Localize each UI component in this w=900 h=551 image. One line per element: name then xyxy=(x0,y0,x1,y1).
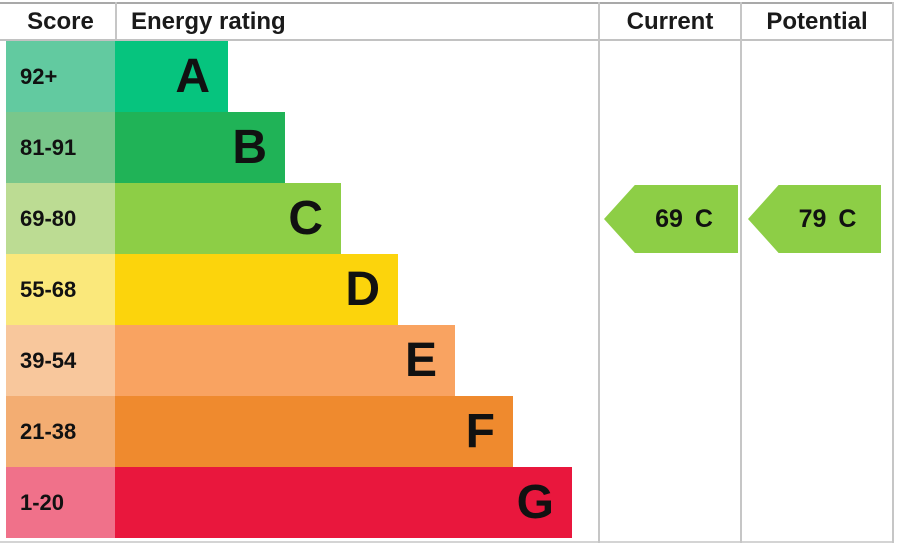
band-e-bar: E xyxy=(115,325,455,396)
right-border xyxy=(892,2,894,543)
band-b-bar: B xyxy=(115,112,285,183)
potential-rating-value: 79 xyxy=(798,204,827,233)
band-g-row: 1-20 G xyxy=(6,467,572,538)
band-f-row: 21-38 F xyxy=(6,396,572,467)
band-c-bar: C xyxy=(115,183,341,254)
band-a-row: 92+ A xyxy=(6,41,572,112)
band-f-bar: F xyxy=(115,396,513,467)
top-border xyxy=(0,2,894,4)
current-rating-band: C xyxy=(694,204,713,233)
band-e-score: 39-54 xyxy=(6,325,115,396)
score-header: Score xyxy=(27,8,94,35)
band-a-letter: A xyxy=(175,49,210,103)
band-c-score: 69-80 xyxy=(6,183,115,254)
band-e-letter: E xyxy=(404,333,437,387)
band-c-letter: C xyxy=(288,191,323,245)
band-rows: 92+ A 81-91 B 69-80 C 55-68 D 39-54 xyxy=(6,41,572,538)
current-header: Current xyxy=(626,8,714,35)
current-rating-value: 69 xyxy=(655,204,683,233)
band-d-score: 55-68 xyxy=(6,254,115,325)
score-column-divider xyxy=(115,2,117,39)
band-g-letter: G xyxy=(516,475,554,529)
band-a-score: 92+ xyxy=(6,41,115,112)
current-column-divider xyxy=(598,2,600,543)
band-e-row: 39-54 E xyxy=(6,325,572,396)
band-b-score: 81-91 xyxy=(6,112,115,183)
potential-column-divider xyxy=(740,2,742,543)
potential-rating-arrow: 79 C xyxy=(748,185,881,253)
header-divider xyxy=(0,39,894,41)
band-a-bar: A xyxy=(115,41,228,112)
bottom-border xyxy=(0,541,894,543)
potential-header: Potential xyxy=(766,8,868,35)
band-d-bar: D xyxy=(115,254,398,325)
current-rating-arrow: 69 C xyxy=(604,185,738,253)
band-f-letter: F xyxy=(465,404,495,458)
energy-rating-header: Energy rating xyxy=(131,8,286,35)
potential-rating-band: C xyxy=(838,204,857,233)
band-b-row: 81-91 B xyxy=(6,112,572,183)
band-d-letter: D xyxy=(345,262,380,316)
band-f-score: 21-38 xyxy=(6,396,115,467)
band-g-bar: G xyxy=(115,467,572,538)
band-b-letter: B xyxy=(232,120,267,174)
band-g-score: 1-20 xyxy=(6,467,115,538)
band-d-row: 55-68 D xyxy=(6,254,572,325)
band-c-row: 69-80 C xyxy=(6,183,572,254)
